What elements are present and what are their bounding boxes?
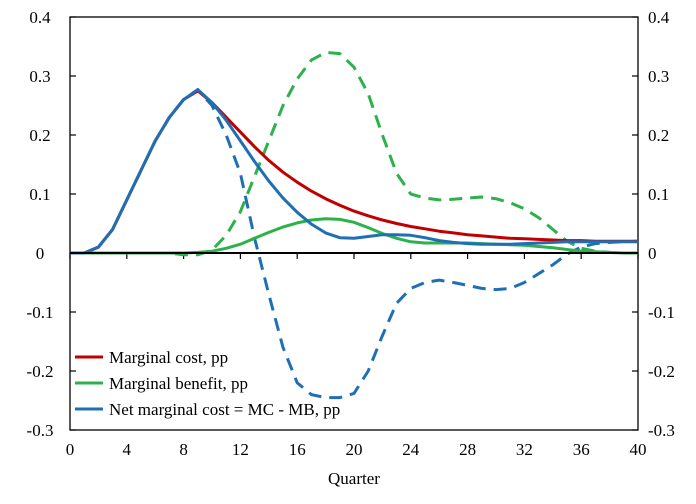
x-tick-label: 32: [516, 440, 533, 459]
x-tick-label: 12: [232, 440, 249, 459]
y-tick-label-right: -0.2: [648, 362, 675, 381]
y-tick-label-left: -0.3: [27, 421, 54, 440]
y-tick-label-right: 0.3: [648, 67, 669, 86]
x-axis-title: Quarter: [328, 469, 380, 488]
legend-label: Net marginal cost = MC - MB, pp: [109, 400, 340, 419]
y-axis-ticks: 0.4 0.3 0.2 0.1 0 -0.1 -0.2 -0.3 0.4 0.3 0.2 0.1 0 -0…: [27, 8, 675, 440]
x-axis-ticks: 0 4 8 12 16 20 24 28 32 36 40: [66, 253, 647, 459]
x-tick-label: 20: [346, 440, 363, 459]
x-tick-label: 0: [66, 440, 75, 459]
x-tick-label: 40: [630, 440, 647, 459]
legend-label: Marginal benefit, pp: [109, 374, 248, 393]
y-tick-label-right: 0.2: [648, 126, 669, 145]
x-tick-label: 4: [123, 440, 132, 459]
y-tick-label-right: -0.1: [648, 303, 675, 322]
y-tick-label-right: -0.3: [648, 421, 675, 440]
series-line-2: [70, 88, 638, 255]
legend: Marginal cost, pp Marginal benefit, pp Net…: [75, 348, 340, 419]
x-tick-label: 8: [179, 440, 188, 459]
y-tick-label-left: 0: [36, 244, 45, 263]
y-tick-label-right: 0.1: [648, 185, 669, 204]
legend-label: Marginal cost, pp: [109, 348, 228, 367]
y-tick-label-right: 0.4: [648, 8, 670, 27]
x-tick-label: 24: [402, 440, 420, 459]
y-tick-label-left: 0.1: [29, 185, 50, 204]
y-tick-label-left: -0.2: [27, 362, 54, 381]
y-tick-label-left: 0.3: [29, 67, 50, 86]
x-tick-label: 16: [289, 440, 306, 459]
y-tick-label-left: 0.4: [29, 8, 51, 27]
y-tick-label-right: 0: [648, 244, 657, 263]
x-tick-label: 36: [573, 440, 590, 459]
y-tick-label-left: -0.1: [27, 303, 54, 322]
y-tick-label-left: 0.2: [29, 126, 50, 145]
x-tick-label: 28: [459, 440, 476, 459]
